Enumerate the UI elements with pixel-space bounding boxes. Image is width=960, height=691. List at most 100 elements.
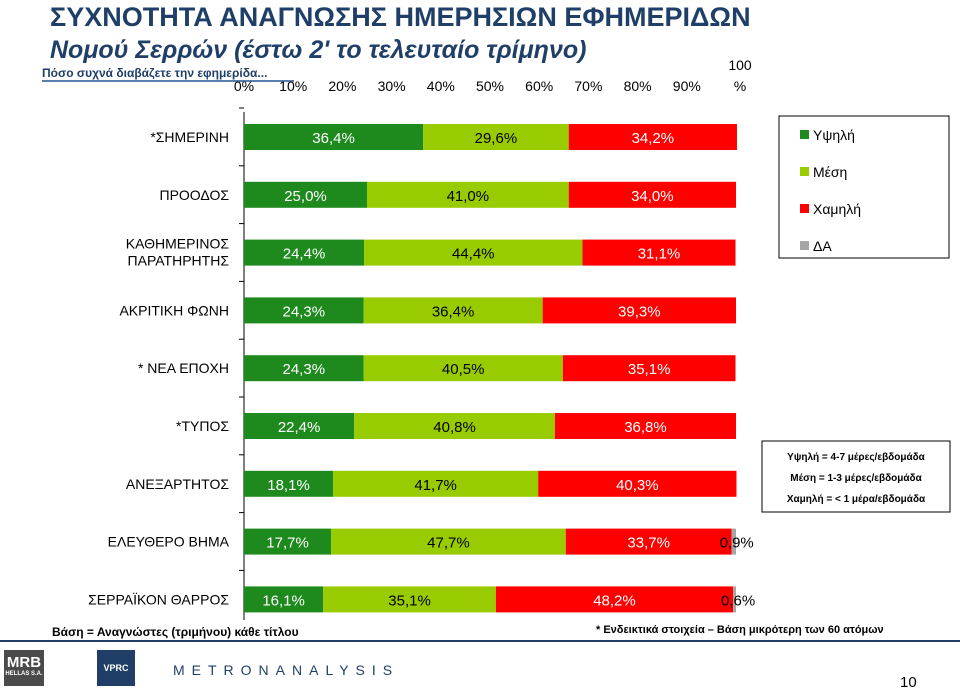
page-title: ΣΥΧΝΟΤΗΤΑ ΑΝΑΓΝΩΣΗΣ ΗΜΕΡΗΣΙΩΝ ΕΦΗΜΕΡΙΔΩΝ — [50, 2, 751, 32]
bar-segment-Μέση — [331, 528, 566, 555]
data-label: 41,0% — [447, 188, 490, 205]
data-label: 40,3% — [616, 477, 659, 494]
x-tick-label: 100 — [728, 57, 752, 73]
data-label: 22,4% — [278, 419, 321, 436]
legend-label: Μέση — [813, 164, 847, 180]
category-label: ΕΛΕΥΘΕΡΟ ΒΗΜΑ — [108, 534, 230, 550]
category-label: * ΝΕΑ ΕΠΟΧΗ — [138, 360, 229, 376]
data-label: 0,6% — [721, 592, 755, 609]
mrb-logo-text: MRB — [6, 654, 42, 671]
data-label: 40,5% — [442, 361, 485, 378]
data-label: 29,6% — [475, 130, 518, 147]
mrb-logo: MRB HELLAS S.A. — [4, 650, 44, 686]
data-label: 40,8% — [433, 419, 476, 436]
bar-segment-ΔΑ — [733, 586, 736, 613]
bar-segment-Χαμηλή — [538, 470, 737, 497]
data-label: 24,4% — [283, 246, 326, 263]
metron-analysis-logo: METRONANALYSIS — [173, 662, 400, 678]
bar-segment-Υψηλή — [244, 528, 332, 555]
definitions-box — [761, 440, 951, 513]
bar-segment-Υψηλή — [244, 413, 355, 439]
data-label: 24,3% — [283, 303, 326, 320]
category-label: ΣΕΡΡΑΪΚΟΝ ΘΑΡΡΟΣ — [88, 591, 229, 607]
bar-segment-Μέση — [333, 470, 539, 497]
data-label: 39,3% — [618, 303, 661, 320]
data-label: 36,8% — [624, 419, 667, 436]
legend-label: Υψηλή — [813, 127, 855, 143]
mrb-logo-subtext: HELLAS S.A. — [5, 671, 43, 677]
x-tick-label: 10% — [279, 78, 307, 94]
bar-segment-Χαμηλή — [582, 239, 736, 266]
legend-box — [778, 115, 950, 259]
data-label: 34,0% — [631, 188, 674, 205]
category-label: *ΤΥΠΟΣ — [176, 418, 229, 434]
bar-segment-Χαμηλή — [495, 586, 734, 613]
x-tick-label: 40% — [427, 78, 455, 94]
x-tick-label: 20% — [328, 78, 356, 94]
data-label: 44,4% — [452, 246, 495, 263]
x-tick-label-unit: % — [734, 78, 746, 94]
data-label: 41,7% — [414, 477, 457, 494]
bar-segment-ΔΑ — [731, 528, 736, 555]
category-label: *ΣΗΜΕΡΙΝΗ — [150, 129, 229, 145]
data-label: 0,9% — [720, 535, 754, 552]
bar-segment-Χαμηλή — [554, 413, 736, 439]
legend-swatch-Υψηλή — [800, 130, 809, 139]
vprc-logo: VPRC — [97, 650, 135, 686]
footer-divider — [0, 640, 960, 642]
bar-segment-Υψηλή — [244, 586, 324, 613]
legend-swatch-Μέση — [800, 167, 809, 176]
legend-swatch-Χαμηλή — [800, 204, 809, 213]
bar-segment-Υψηλή — [244, 124, 424, 150]
data-label: 36,4% — [312, 130, 355, 147]
bar-segment-Υψηλή — [244, 181, 367, 208]
page-subtitle: Νομού Σερρών (έστω 2' το τελευταίο τρίμη… — [50, 36, 587, 64]
bar-segment-Χαμηλή — [542, 297, 736, 324]
x-tick-label: 0% — [234, 78, 254, 94]
bar-segment-Μέση — [323, 586, 496, 613]
data-label: 18,1% — [267, 477, 310, 494]
bar-segment-Χαμηλή — [565, 528, 732, 555]
bar-segment-Χαμηλή — [568, 181, 736, 208]
data-label: 16,1% — [262, 592, 305, 609]
bar-segment-Υψηλή — [244, 355, 364, 382]
legend-label: ΔΑ — [813, 238, 832, 254]
data-label: 33,7% — [627, 535, 670, 552]
x-tick-label: 30% — [378, 78, 406, 94]
bar-segment-Χαμηλή — [562, 355, 736, 382]
x-tick-label: 70% — [574, 78, 602, 94]
bar-segment-Μέση — [367, 181, 569, 208]
category-label: ΚΑΘΗΜΕΡΙΝΟΣ ΠΑΡΑΤΗΡΗΤΗΣ — [126, 236, 230, 269]
bar-segment-Χαμηλή — [568, 124, 737, 150]
data-label: 17,7% — [266, 535, 309, 552]
data-label: 34,2% — [632, 130, 675, 147]
header-divider — [42, 80, 294, 82]
legend-label: Χαμηλή — [813, 201, 861, 217]
legend-swatch-ΔΑ — [800, 241, 809, 250]
data-label: 25,0% — [284, 188, 327, 205]
bar-segment-Μέση — [423, 124, 569, 150]
data-label: 35,1% — [388, 592, 431, 609]
x-tick-label: 80% — [624, 78, 652, 94]
definition-text: Υψηλή = 4-7 μέρες/εβδομάδα — [787, 452, 926, 463]
bar-segment-Υψηλή — [244, 239, 365, 266]
data-label: 48,2% — [593, 592, 636, 609]
x-tick-label: 60% — [525, 78, 553, 94]
stacked-bar-chart: 0% 10% 20% 30% 40% 50% 60% 70% 80% 90% 100% *ΣΗΜΕΡ… — [88, 57, 951, 620]
bar-segment-Μέση — [363, 297, 543, 324]
bar-segment-Υψηλή — [244, 297, 364, 324]
data-label: 35,1% — [628, 361, 671, 378]
category-label: ΑΝΕΞΑΡΤΗΤΟΣ — [126, 476, 229, 492]
definition-text: Μέση = 1-3 μέρες/εβδομάδα — [790, 473, 922, 484]
data-label: 36,4% — [432, 303, 475, 320]
footer-base-note: Βάση = Αναγνώστες (τριμήνου) κάθε τίτλου — [52, 625, 299, 639]
data-label: 24,3% — [283, 361, 326, 378]
data-label: 47,7% — [427, 535, 470, 552]
page-number: 10 — [900, 674, 917, 691]
category-label: ΑΚΡΙΤΙΚΗ ΦΩΝΗ — [119, 302, 229, 318]
bar-segment-Μέση — [364, 239, 583, 266]
question-text: Πόσο συχνά διαβάζετε την εφημερίδα... — [42, 66, 268, 80]
x-tick-label: 50% — [476, 78, 504, 94]
footer-sample-note: * Ενδεικτικά στοιχεία – Βάση μικρότερη τ… — [596, 624, 884, 636]
bar-segment-Μέση — [363, 355, 563, 382]
